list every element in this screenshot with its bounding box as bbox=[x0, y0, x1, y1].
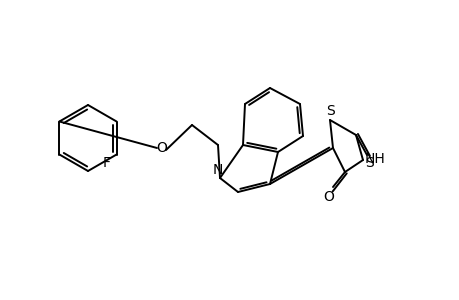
Text: O: O bbox=[323, 190, 334, 204]
Text: S: S bbox=[365, 156, 374, 170]
Text: S: S bbox=[326, 104, 335, 118]
Text: O: O bbox=[156, 141, 167, 155]
Text: N: N bbox=[213, 163, 223, 177]
Text: F: F bbox=[102, 155, 110, 170]
Text: NH: NH bbox=[364, 152, 385, 166]
